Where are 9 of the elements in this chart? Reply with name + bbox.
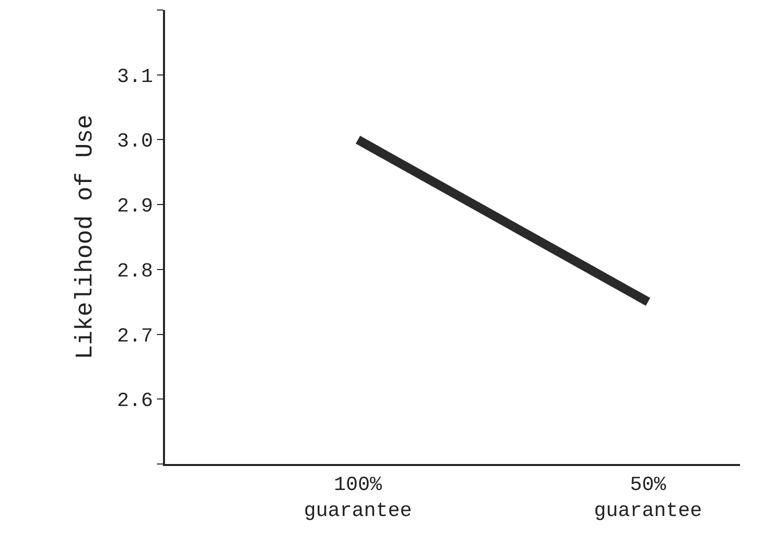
y-tick-label: 3.0 — [116, 130, 153, 154]
x-tick-label: 50% guarantee — [594, 474, 702, 523]
y-tick-label: 2.9 — [116, 196, 153, 219]
y-tick-label: 2.7 — [116, 325, 153, 348]
x-tick-label: 100% guarantee — [304, 474, 412, 523]
y-tick-label: 3.1 — [116, 66, 153, 89]
y-tick-label: 2.6 — [116, 390, 153, 414]
y-tick-label: 2.8 — [116, 260, 153, 284]
y-axis-title: Likelihood of Use — [72, 114, 100, 360]
